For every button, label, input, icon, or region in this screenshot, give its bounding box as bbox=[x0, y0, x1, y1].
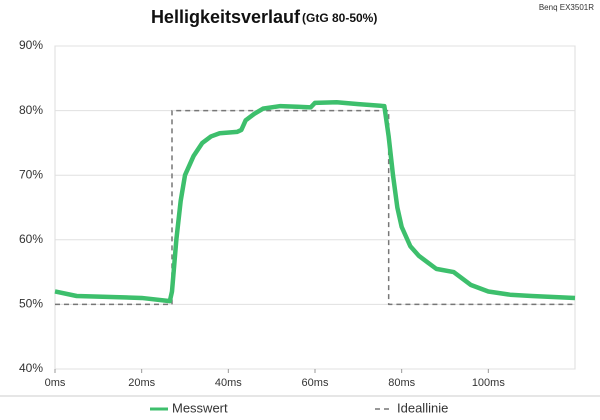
series-line bbox=[55, 109, 575, 306]
x-tick-label: 40ms bbox=[215, 377, 242, 389]
annotation: Benq EX3501R bbox=[539, 3, 594, 12]
series-line bbox=[54, 99, 576, 304]
y-tick-label: 40% bbox=[19, 361, 43, 375]
x-tick-label: 100ms bbox=[472, 377, 506, 389]
x-tick-label: 20ms bbox=[128, 377, 155, 389]
legend-label: Ideallinie bbox=[397, 400, 448, 415]
plot-area bbox=[54, 45, 576, 370]
legend-label: Messwert bbox=[172, 400, 228, 415]
x-tick-label: 80ms bbox=[388, 377, 415, 389]
x-tick-label: 0ms bbox=[45, 377, 66, 389]
y-tick-label: 90% bbox=[19, 38, 43, 52]
y-tick-label: 70% bbox=[19, 167, 43, 181]
chart-subtitle: (GtG 80-50%) bbox=[302, 11, 377, 25]
y-tick-label: 80% bbox=[19, 103, 43, 117]
x-tick-label: 60ms bbox=[302, 377, 329, 389]
chart-title: Helligkeitsverlauf bbox=[151, 7, 301, 27]
y-tick-label: 50% bbox=[19, 297, 43, 311]
y-tick-label: 60% bbox=[19, 232, 43, 246]
